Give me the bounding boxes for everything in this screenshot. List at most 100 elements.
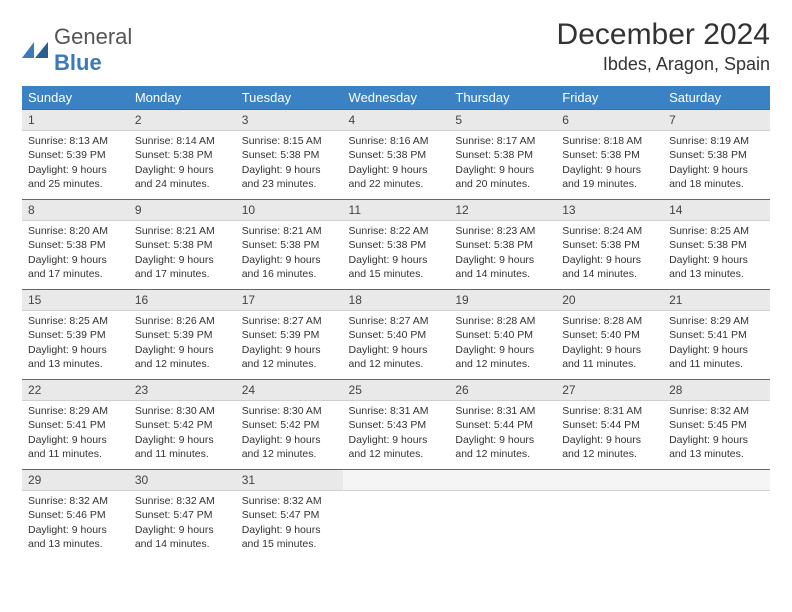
day-number: 20: [556, 289, 663, 311]
daylight: Daylight: 9 hours: [242, 163, 337, 177]
location: Ibdes, Aragon, Spain: [557, 54, 770, 75]
calendar-cell: 16Sunrise: 8:26 AMSunset: 5:39 PMDayligh…: [129, 289, 236, 379]
sunset: Sunset: 5:41 PM: [669, 328, 764, 342]
sunset: Sunset: 5:38 PM: [562, 148, 657, 162]
sunrise: Sunrise: 8:24 AM: [562, 224, 657, 238]
calendar-cell: 28Sunrise: 8:32 AMSunset: 5:45 PMDayligh…: [663, 379, 770, 469]
calendar-cell: 9Sunrise: 8:21 AMSunset: 5:38 PMDaylight…: [129, 199, 236, 289]
sunset: Sunset: 5:42 PM: [135, 418, 230, 432]
day-number: 28: [663, 379, 770, 401]
day-number: 15: [22, 289, 129, 311]
day-number: 6: [556, 109, 663, 131]
calendar-cell: 18Sunrise: 8:27 AMSunset: 5:40 PMDayligh…: [343, 289, 450, 379]
calendar-cell: [343, 469, 450, 559]
daylight: Daylight: 9 hours: [349, 433, 444, 447]
sunrise: Sunrise: 8:32 AM: [135, 494, 230, 508]
daylight: and 17 minutes.: [28, 267, 123, 281]
day-number: 9: [129, 199, 236, 221]
calendar-cell: 19Sunrise: 8:28 AMSunset: 5:40 PMDayligh…: [449, 289, 556, 379]
calendar-cell: 30Sunrise: 8:32 AMSunset: 5:47 PMDayligh…: [129, 469, 236, 559]
sunrise: Sunrise: 8:13 AM: [28, 134, 123, 148]
sunrise: Sunrise: 8:29 AM: [669, 314, 764, 328]
day-number: 25: [343, 379, 450, 401]
daylight: Daylight: 9 hours: [562, 163, 657, 177]
calendar-cell: 12Sunrise: 8:23 AMSunset: 5:38 PMDayligh…: [449, 199, 556, 289]
daylight: Daylight: 9 hours: [669, 253, 764, 267]
calendar-cell: 27Sunrise: 8:31 AMSunset: 5:44 PMDayligh…: [556, 379, 663, 469]
calendar-cell: 21Sunrise: 8:29 AMSunset: 5:41 PMDayligh…: [663, 289, 770, 379]
daylight: and 23 minutes.: [242, 177, 337, 191]
sunrise: Sunrise: 8:31 AM: [455, 404, 550, 418]
day-number: 14: [663, 199, 770, 221]
day-number: 29: [22, 469, 129, 491]
day-body: Sunrise: 8:14 AMSunset: 5:38 PMDaylight:…: [129, 131, 236, 197]
day-number-empty: [449, 469, 556, 491]
calendar-cell: 26Sunrise: 8:31 AMSunset: 5:44 PMDayligh…: [449, 379, 556, 469]
day-body: Sunrise: 8:29 AMSunset: 5:41 PMDaylight:…: [22, 401, 129, 467]
daylight: and 14 minutes.: [455, 267, 550, 281]
day-body: Sunrise: 8:31 AMSunset: 5:44 PMDaylight:…: [556, 401, 663, 467]
sunset: Sunset: 5:38 PM: [242, 238, 337, 252]
sunrise: Sunrise: 8:25 AM: [669, 224, 764, 238]
daylight: and 12 minutes.: [242, 357, 337, 371]
sunrise: Sunrise: 8:14 AM: [135, 134, 230, 148]
daylight: and 12 minutes.: [242, 447, 337, 461]
day-number: 27: [556, 379, 663, 401]
daylight: and 18 minutes.: [669, 177, 764, 191]
day-body: Sunrise: 8:32 AMSunset: 5:45 PMDaylight:…: [663, 401, 770, 467]
daylight: Daylight: 9 hours: [135, 433, 230, 447]
daylight: Daylight: 9 hours: [669, 343, 764, 357]
daylight: and 12 minutes.: [349, 447, 444, 461]
day-number-empty: [343, 469, 450, 491]
logo-text: General Blue: [54, 24, 132, 76]
daylight: and 17 minutes.: [135, 267, 230, 281]
sunrise: Sunrise: 8:30 AM: [135, 404, 230, 418]
calendar-cell: 22Sunrise: 8:29 AMSunset: 5:41 PMDayligh…: [22, 379, 129, 469]
daylight: and 13 minutes.: [28, 537, 123, 551]
daylight: Daylight: 9 hours: [562, 253, 657, 267]
daylight: Daylight: 9 hours: [455, 163, 550, 177]
day-number: 7: [663, 109, 770, 131]
calendar-cell: 25Sunrise: 8:31 AMSunset: 5:43 PMDayligh…: [343, 379, 450, 469]
daylight: Daylight: 9 hours: [242, 433, 337, 447]
daylight: Daylight: 9 hours: [349, 163, 444, 177]
sunset: Sunset: 5:40 PM: [349, 328, 444, 342]
sunset: Sunset: 5:38 PM: [455, 238, 550, 252]
sunset: Sunset: 5:38 PM: [242, 148, 337, 162]
header: General Blue December 2024 Ibdes, Aragon…: [22, 18, 770, 76]
daylight: Daylight: 9 hours: [28, 163, 123, 177]
calendar-row: 8Sunrise: 8:20 AMSunset: 5:38 PMDaylight…: [22, 199, 770, 289]
sunset: Sunset: 5:42 PM: [242, 418, 337, 432]
title-block: December 2024 Ibdes, Aragon, Spain: [557, 18, 770, 75]
calendar-table: Sunday Monday Tuesday Wednesday Thursday…: [22, 86, 770, 559]
sunrise: Sunrise: 8:19 AM: [669, 134, 764, 148]
daylight: Daylight: 9 hours: [669, 433, 764, 447]
sunset: Sunset: 5:38 PM: [349, 238, 444, 252]
sunset: Sunset: 5:45 PM: [669, 418, 764, 432]
daylight: Daylight: 9 hours: [28, 343, 123, 357]
daylight: and 11 minutes.: [669, 357, 764, 371]
sunrise: Sunrise: 8:27 AM: [349, 314, 444, 328]
calendar-cell: 23 Sunrise: 8:30 AMSunset: 5:42 PMDayligh…: [129, 379, 236, 469]
daylight: Daylight: 9 hours: [135, 163, 230, 177]
day-body: Sunrise: 8:30 AMSunset: 5:42 PMDaylight:…: [236, 401, 343, 467]
sunset: Sunset: 5:38 PM: [455, 148, 550, 162]
day-body: Sunrise: 8:20 AMSunset: 5:38 PMDaylight:…: [22, 221, 129, 287]
day-number: 13: [556, 199, 663, 221]
day-number: 23: [129, 379, 236, 401]
sunrise: Sunrise: 8:32 AM: [28, 494, 123, 508]
day-number-empty: [556, 469, 663, 491]
day-body: Sunrise: 8:23 AMSunset: 5:38 PMDaylight:…: [449, 221, 556, 287]
day-number: 12: [449, 199, 556, 221]
calendar-row: 29Sunrise: 8:32 AMSunset: 5:46 PMDayligh…: [22, 469, 770, 559]
daylight: Daylight: 9 hours: [455, 343, 550, 357]
sunset: Sunset: 5:41 PM: [28, 418, 123, 432]
sunrise: Sunrise: 8:23 AM: [455, 224, 550, 238]
calendar-cell: 17Sunrise: 8:27 AMSunset: 5:39 PMDayligh…: [236, 289, 343, 379]
day-number: 11: [343, 199, 450, 221]
daylight: and 12 minutes.: [455, 447, 550, 461]
calendar-cell: 1Sunrise: 8:13 AMSunset: 5:39 PMDaylight…: [22, 109, 129, 199]
day-number: 2: [129, 109, 236, 131]
weekday-header: Saturday: [663, 86, 770, 109]
daylight: and 12 minutes.: [135, 357, 230, 371]
